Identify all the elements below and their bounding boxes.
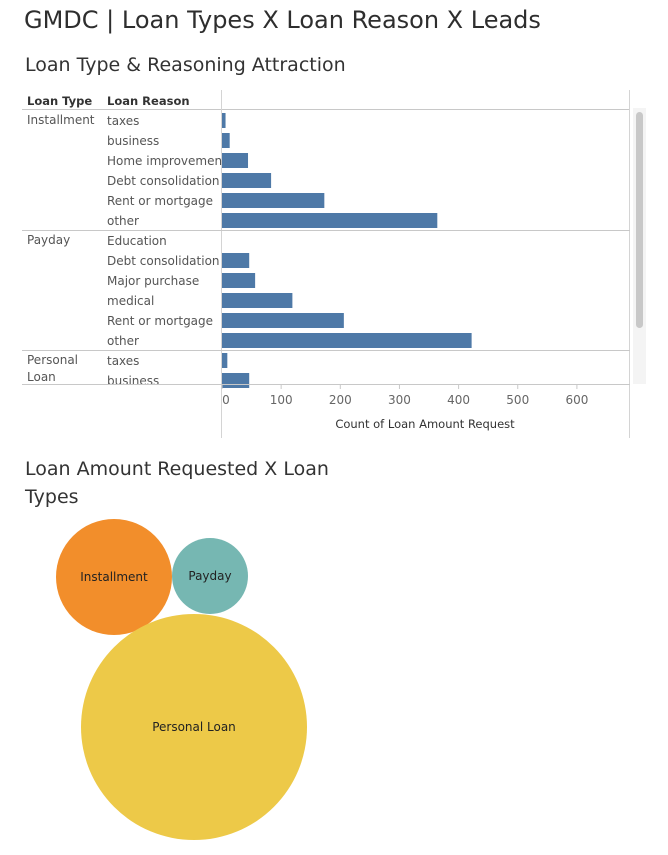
x-tick-label: 600 (565, 393, 588, 407)
bubble-label: Installment (80, 570, 148, 584)
bar[interactable] (222, 293, 293, 308)
loan-reason-label: Debt consolidation (107, 174, 220, 188)
dashboard-title: GMDC | Loan Types X Loan Reason X Leads (24, 6, 541, 34)
loan-reason-label: Rent or mortgage (107, 194, 213, 208)
scrollbar-thumb[interactable] (636, 112, 643, 328)
bar[interactable] (222, 113, 226, 128)
header-loan-type: Loan Type (27, 94, 92, 108)
loan-reason-label: taxes (107, 114, 139, 128)
x-axis-title: Count of Loan Amount Request (335, 417, 515, 431)
x-tick-label: 200 (329, 393, 352, 407)
bar[interactable] (222, 153, 249, 168)
bar[interactable] (222, 333, 472, 348)
x-tick-label: 300 (388, 393, 411, 407)
bar[interactable] (222, 213, 438, 228)
bar[interactable] (222, 133, 230, 148)
loan-type-label: Personal (27, 353, 78, 367)
bar[interactable] (222, 373, 250, 388)
loan-type-label: Loan (27, 370, 56, 384)
x-tick-label: 0 (222, 393, 230, 407)
loan-reason-label: Major purchase (107, 274, 199, 288)
bubble[interactable] (81, 614, 307, 840)
x-tick-label: 100 (270, 393, 293, 407)
loan-reason-label: business (107, 374, 159, 388)
bar[interactable] (222, 173, 272, 188)
bar[interactable] (222, 253, 250, 268)
bar-chart-scrollbar[interactable] (633, 108, 646, 384)
bar-chart-title: Loan Type & Reasoning Attraction (25, 54, 346, 76)
loan-type-label: Payday (27, 233, 70, 247)
loan-reason-label: business (107, 134, 159, 148)
header-loan-reason: Loan Reason (107, 94, 190, 108)
bar[interactable] (222, 273, 256, 288)
bubble[interactable] (172, 538, 248, 614)
bubble[interactable] (56, 519, 172, 635)
loan-type-label: Installment (27, 113, 95, 127)
bar[interactable] (222, 313, 344, 328)
bar[interactable] (222, 193, 325, 208)
bar[interactable] (222, 353, 228, 368)
loan-reason-label: medical (107, 294, 154, 308)
loan-reason-bar-chart: Loan Type Loan Reason Installment taxes busi… (22, 90, 630, 438)
bubble-label: Personal Loan (152, 720, 236, 734)
x-tick-label: 400 (447, 393, 470, 407)
loan-reason-label: taxes (107, 354, 139, 368)
loan-reason-label: Home improvement (107, 154, 227, 168)
loan-reason-label: other (107, 334, 139, 348)
bubble-label: Payday (188, 569, 231, 583)
loan-reason-label: other (107, 214, 139, 228)
loan-reason-label: Debt consolidation (107, 254, 220, 268)
bubble-chart-title: Loan Amount Requested X Loan Types (25, 458, 329, 508)
x-tick-label: 500 (506, 393, 529, 407)
loan-reason-label: Education (107, 234, 167, 248)
loan-reason-label: Rent or mortgage (107, 314, 213, 328)
